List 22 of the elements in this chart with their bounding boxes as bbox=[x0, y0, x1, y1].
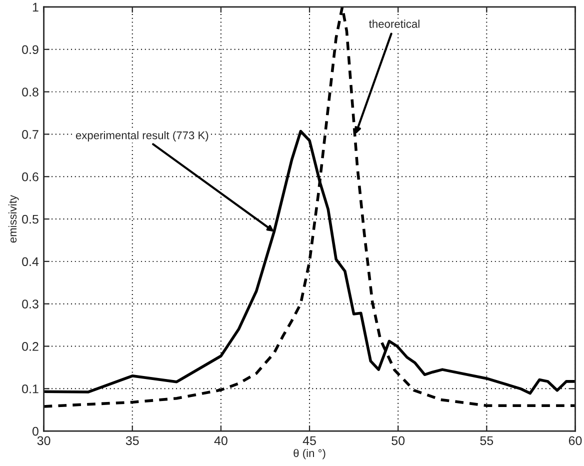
x-tick-label: 55 bbox=[480, 436, 494, 446]
y-tick-label: 0.9 bbox=[22, 45, 38, 54]
x-axis-title: θ (in °) bbox=[294, 448, 326, 460]
x-tick-label: 35 bbox=[126, 436, 139, 446]
y-tick-label: 0 bbox=[32, 426, 38, 436]
y-tick-label: 0.1 bbox=[22, 384, 38, 394]
y-tick-label: 1 bbox=[32, 2, 38, 12]
y-tick-label: 0.4 bbox=[22, 257, 39, 266]
x-tick-label: 45 bbox=[302, 436, 316, 446]
y-tick-label: 0.3 bbox=[22, 300, 38, 308]
y-tick-label: 0.6 bbox=[22, 172, 38, 182]
x-tick-label: 30 bbox=[37, 436, 50, 446]
y-tick-label: 0.7 bbox=[22, 130, 38, 139]
x-tick-label: 40 bbox=[214, 436, 228, 446]
y-axis-title: emissivity bbox=[8, 194, 19, 243]
annotation: experimental result (773 K) bbox=[76, 131, 208, 142]
annotation: theoretical bbox=[369, 20, 420, 28]
x-tick-label: 60 bbox=[568, 436, 582, 446]
y-tick-label: 0.5 bbox=[22, 214, 38, 224]
x-tick-label: 50 bbox=[392, 436, 405, 446]
y-tick-label: 0.2 bbox=[22, 342, 38, 351]
y-tick-label: 0.8 bbox=[22, 88, 38, 96]
